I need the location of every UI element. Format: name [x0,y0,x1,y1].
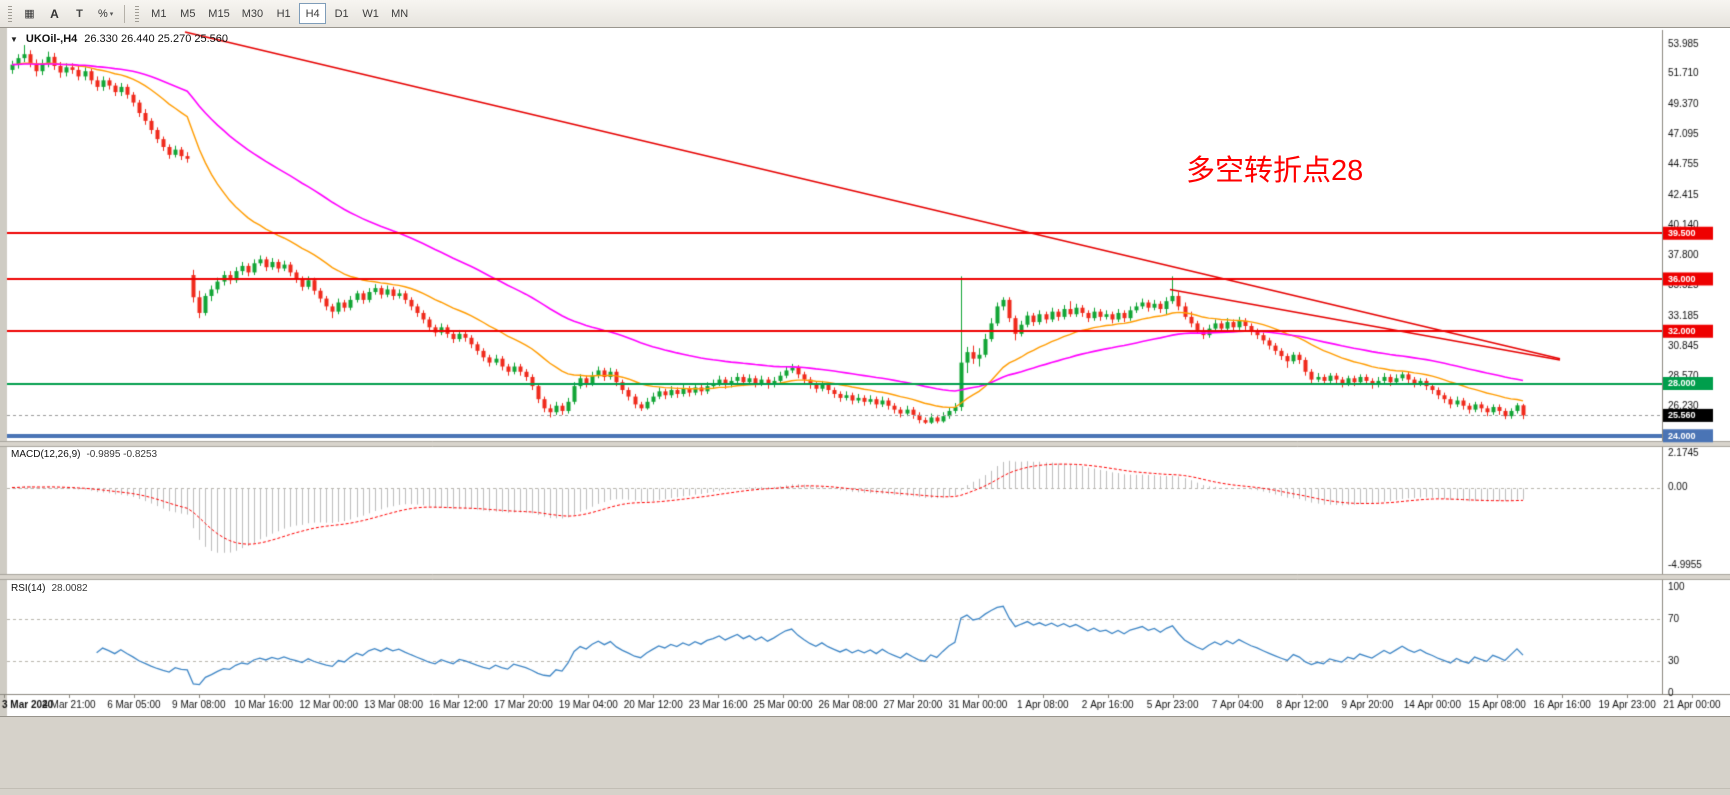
main-toolbar: ▦ A T % ▾ M1 M5 M15 M30 H1 H4 D1 W1 MN [0,0,1730,28]
toolbar-separator [124,4,126,23]
caret-down-icon: ▾ [109,10,114,18]
timeframe-toolbar-grip[interactable] [135,5,140,22]
percent-icon: % [98,7,108,20]
grid-tool-button[interactable]: ▦ [18,3,41,24]
timeframe-d1-button[interactable]: D1 [328,3,355,24]
text-tool-t-button[interactable]: T [68,3,91,24]
percent-tool-button[interactable]: % ▾ [93,3,118,24]
timeframe-m30-button[interactable]: M30 [237,3,268,24]
chart-symbol-label: UKOil-,H4 [25,33,78,45]
timeframe-h1-button[interactable]: H1 [270,3,297,24]
rsi-pane-label: RSI(14) 28.0082 [11,583,88,594]
toolbar-grip[interactable] [8,5,12,22]
chart-canvas[interactable] [0,28,1730,716]
rsi-indicator-name: RSI(14) [11,583,46,594]
grid-icon: ▦ [24,8,35,20]
timeframe-m5-button[interactable]: M5 [174,3,201,24]
macd-indicator-values: -0.9895 -0.8253 [86,449,158,460]
timeframe-h4-button[interactable]: H4 [299,3,327,24]
bottom-panel [0,716,1730,795]
window-edge [0,788,1730,789]
timeframe-mn-button[interactable]: MN [386,3,413,24]
timeframe-w1-button[interactable]: W1 [357,3,384,24]
chart-title: ▼ UKOil-,H4 26.330 26.440 25.270 25.560 [10,33,228,45]
text-tool-a-button[interactable]: A [43,3,66,24]
timeframe-m1-button[interactable]: M1 [145,3,172,24]
chart-ohlc-values: 26.330 26.440 25.270 25.560 [84,33,229,45]
macd-indicator-name: MACD(12,26,9) [11,449,81,460]
chart-dropdown-icon[interactable]: ▼ [10,34,18,44]
annotation-text[interactable]: 多空转折点28 [1186,155,1364,187]
timeframe-m15-button[interactable]: M15 [203,3,234,24]
rsi-indicator-value: 28.0082 [51,583,88,594]
macd-pane-label: MACD(12,26,9) -0.9895 -0.8253 [11,449,157,460]
